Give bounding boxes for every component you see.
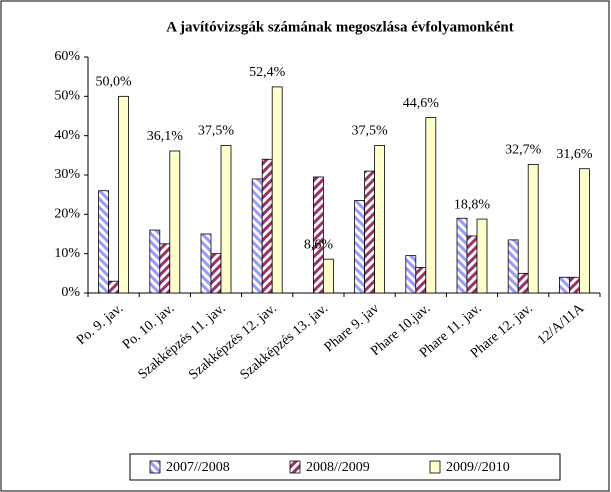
bar xyxy=(261,158,273,294)
bar xyxy=(210,253,222,294)
y-tick-label: 0% xyxy=(61,285,80,300)
chart-title: A javítóvizsgák számának megoszlása évfo… xyxy=(166,19,514,35)
y-tick-label: 20% xyxy=(54,207,80,222)
y-tick-label: 40% xyxy=(54,128,80,143)
bar xyxy=(569,276,580,294)
bar xyxy=(579,168,590,294)
bar xyxy=(456,217,468,294)
bar xyxy=(507,239,519,294)
data-label: 18,8% xyxy=(454,197,491,212)
bar xyxy=(559,276,570,294)
data-label: 31,6% xyxy=(556,147,593,162)
bar xyxy=(149,229,161,294)
bar xyxy=(476,218,488,294)
legend-label: 2009//2010 xyxy=(446,460,510,475)
bar xyxy=(251,178,263,294)
bar xyxy=(322,258,334,294)
bar xyxy=(466,235,478,294)
bar xyxy=(354,200,366,294)
y-tick-label: 30% xyxy=(54,167,80,182)
legend-swatch xyxy=(149,460,161,474)
legend-swatch xyxy=(429,460,441,474)
data-label: 32,7% xyxy=(505,143,542,158)
data-label: 52,4% xyxy=(249,65,286,80)
y-tick-label: 60% xyxy=(54,49,80,64)
bar xyxy=(517,272,529,294)
bar xyxy=(374,145,386,294)
data-label: 37,5% xyxy=(352,124,389,139)
bar xyxy=(312,176,324,294)
bar xyxy=(364,170,376,294)
legend-label: 2007//2008 xyxy=(166,460,230,475)
legend-label: 2008//2009 xyxy=(306,460,370,475)
bar xyxy=(169,150,181,294)
data-label: 44,6% xyxy=(403,96,440,111)
bar xyxy=(220,145,232,294)
bar xyxy=(271,86,283,294)
bar xyxy=(425,117,437,294)
data-label: 8,6% xyxy=(304,237,334,252)
bar xyxy=(405,255,417,294)
y-tick-label: 10% xyxy=(54,246,80,261)
bar xyxy=(118,95,129,294)
bar xyxy=(527,163,539,294)
legend-box xyxy=(129,453,561,481)
data-label: 37,5% xyxy=(198,124,235,139)
bar xyxy=(415,267,427,294)
bar xyxy=(200,233,212,294)
data-label: 50,0% xyxy=(96,75,133,90)
y-tick-label: 50% xyxy=(54,89,80,104)
legend-swatch xyxy=(289,460,301,474)
bar xyxy=(159,243,171,294)
bar xyxy=(98,190,109,294)
bar xyxy=(108,280,119,294)
data-label: 36,1% xyxy=(147,129,184,144)
